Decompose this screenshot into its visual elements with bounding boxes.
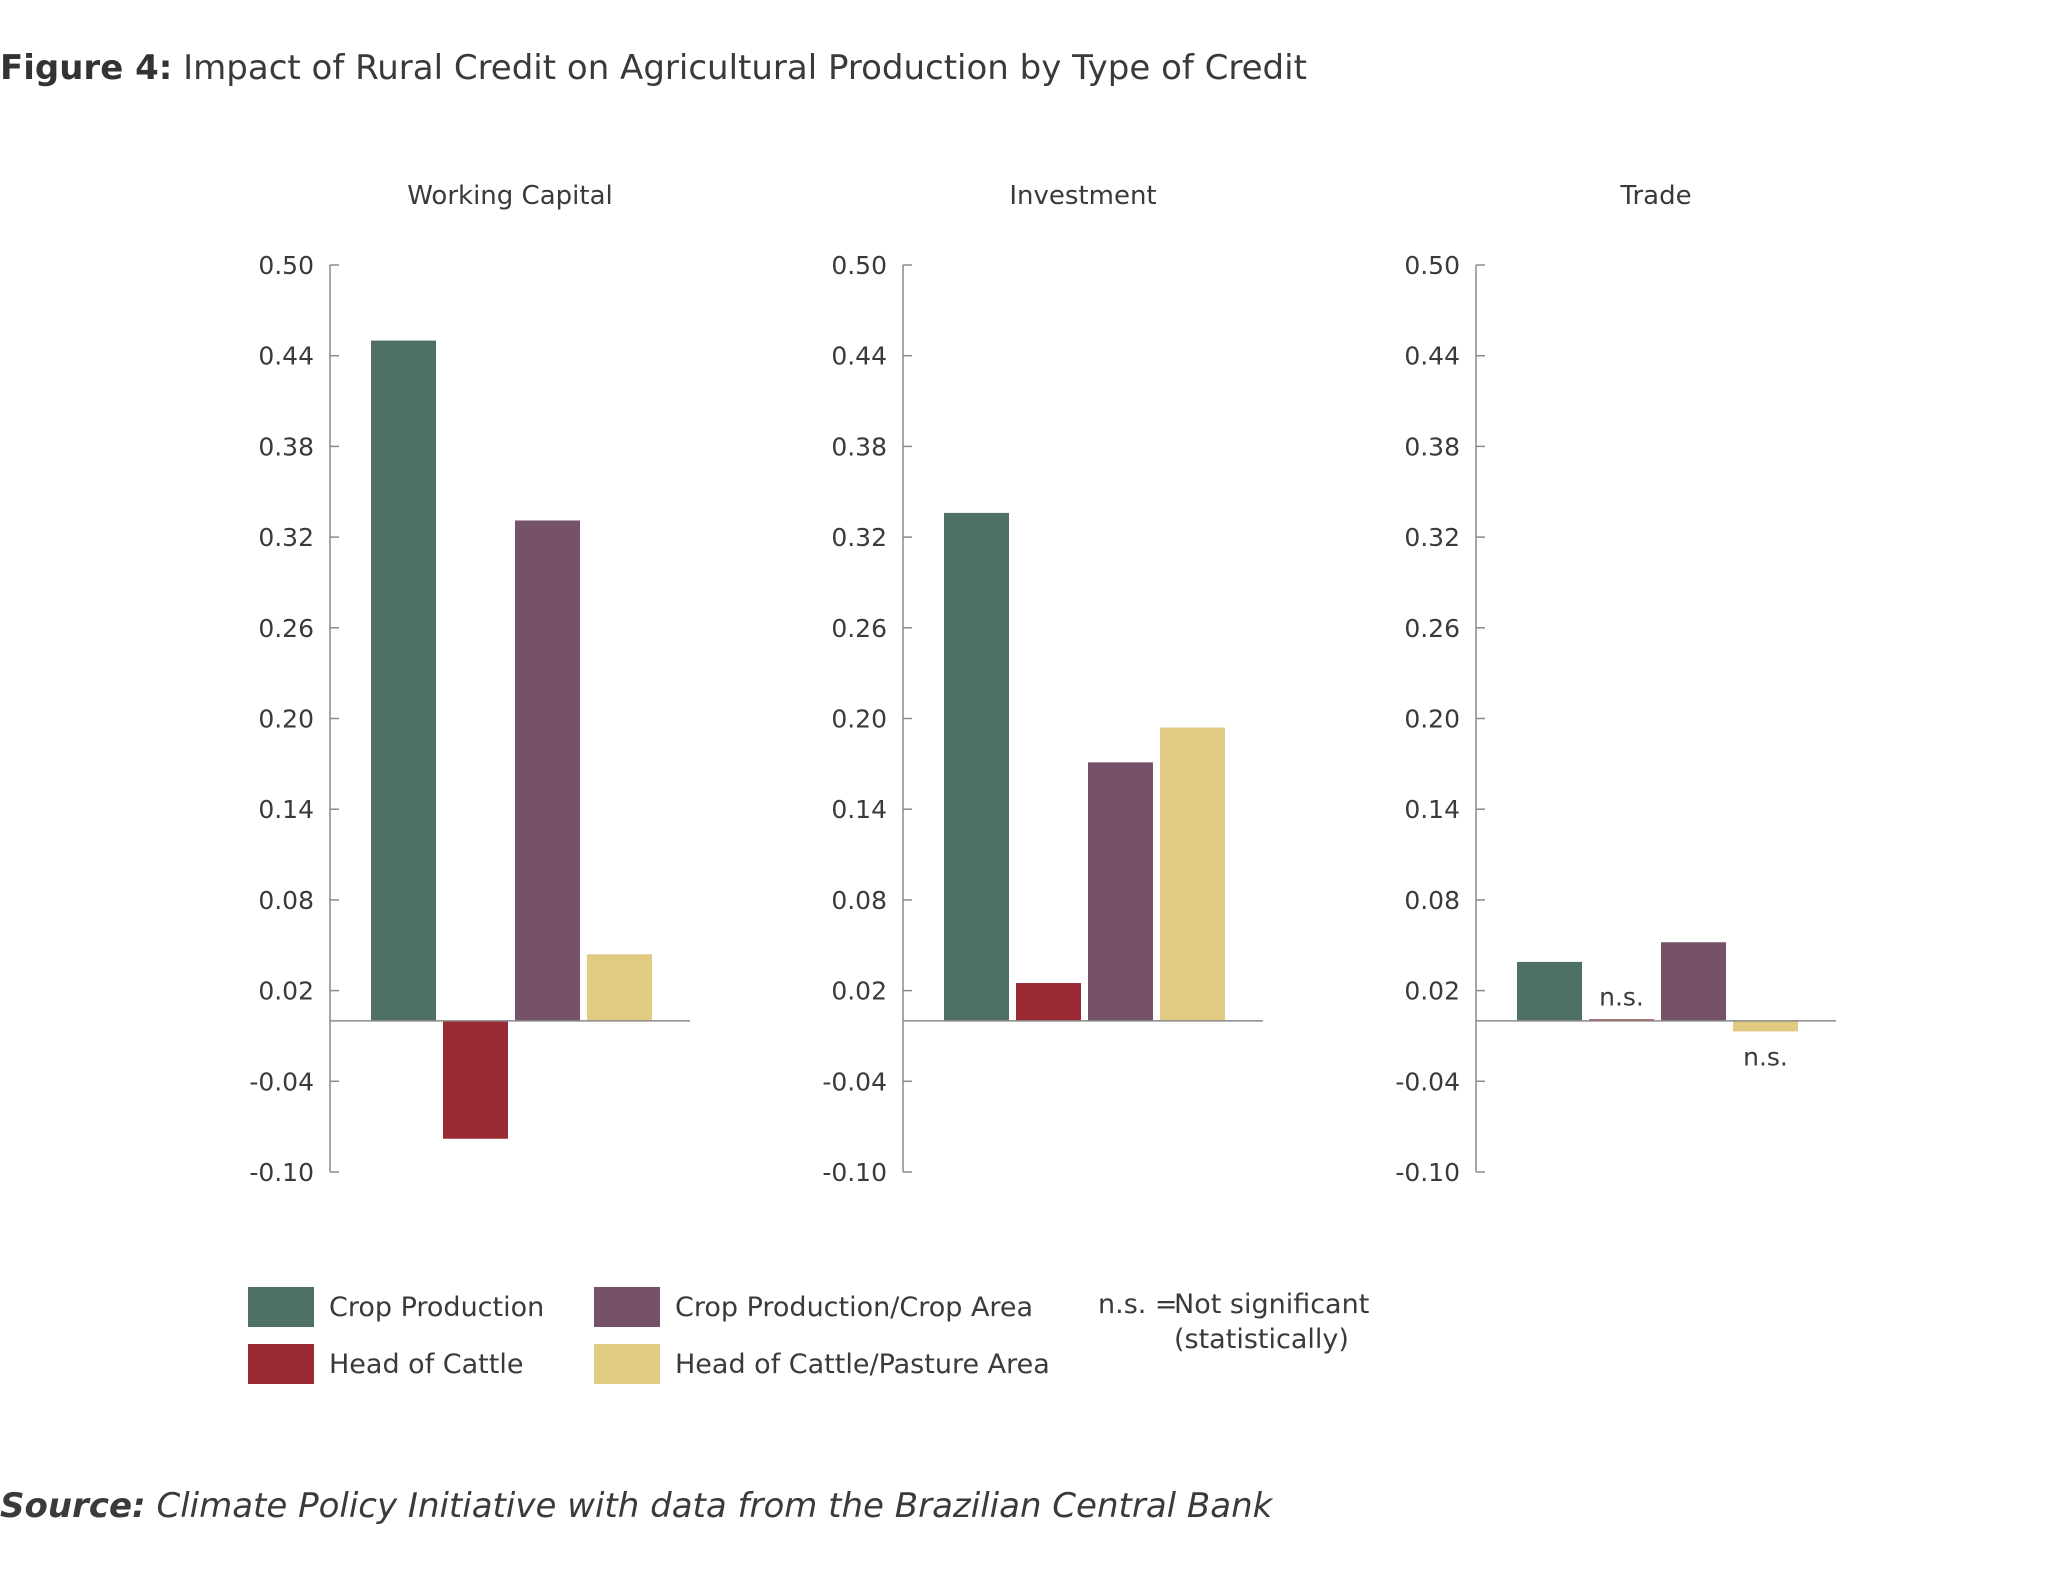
figure-title-label: Figure 4: (0, 48, 173, 88)
y-tick-label-trade-7: 0.08 (1404, 886, 1460, 915)
legend-swatch-head-of-cattle-pasture-area (594, 1344, 660, 1384)
y-tick-label-trade-3: 0.32 (1404, 523, 1460, 552)
bar-trade-head-of-cattle-pasture-area (1733, 1020, 1798, 1032)
legend-label-head-of-cattle: Head of Cattle (329, 1348, 524, 1380)
legend-item-crop-production-crop-area: Crop Production/Crop Area (594, 1287, 1033, 1327)
bar-investment-head-of-cattle (1016, 983, 1081, 1021)
bar-working-capital-head-of-cattle-pasture-area (587, 954, 652, 1021)
bar-working-capital-crop-production-crop-area (515, 520, 580, 1021)
source-text: Climate Policy Initiative with data from… (145, 1486, 1273, 1526)
y-tick-label-trade-10: -0.10 (1395, 1158, 1460, 1187)
legend-item-head-of-cattle-pasture-area: Head of Cattle/Pasture Area (594, 1344, 1050, 1384)
y-tick-label-trade-5: 0.20 (1404, 705, 1460, 734)
y-tick-label-working-capital-5: 0.20 (258, 705, 314, 734)
bar-investment-crop-production (944, 512, 1009, 1021)
annotation-trade-head-of-cattle-pasture-area: n.s. (1743, 1042, 1788, 1071)
panel-title-trade: Trade (1619, 181, 1691, 211)
panel-title-working-capital: Working Capital (407, 181, 612, 211)
legend-label-crop-production-crop-area: Crop Production/Crop Area (675, 1291, 1034, 1323)
legend-label-crop-production: Crop Production (329, 1291, 545, 1323)
y-tick-label-investment-5: 0.20 (831, 705, 887, 734)
y-tick-label-trade-2: 0.38 (1404, 432, 1460, 461)
y-tick-label-working-capital-3: 0.32 (258, 523, 314, 552)
y-tick-label-trade-9: -0.04 (1395, 1067, 1460, 1096)
y-tick-label-investment-1: 0.44 (831, 342, 887, 371)
y-tick-label-investment-3: 0.32 (831, 523, 887, 552)
y-tick-label-trade-4: 0.26 (1404, 614, 1460, 643)
y-tick-label-investment-4: 0.26 (831, 614, 887, 643)
y-tick-label-working-capital-10: -0.10 (249, 1158, 314, 1187)
y-tick-label-working-capital-0: 0.50 (258, 251, 314, 280)
source-note: Source: Climate Policy Initiative with d… (0, 1486, 1272, 1526)
ns-note-line1: Not significant (1174, 1289, 1370, 1320)
y-tick-label-working-capital-8: 0.02 (258, 977, 314, 1006)
legend-item-crop-production: Crop Production (248, 1287, 544, 1327)
legend-swatch-crop-production-crop-area (594, 1287, 660, 1327)
source-label: Source: (0, 1486, 146, 1526)
legend-label-head-of-cattle-pasture-area: Head of Cattle/Pasture Area (675, 1348, 1050, 1380)
bar-working-capital-crop-production (371, 340, 436, 1021)
y-tick-label-investment-0: 0.50 (831, 251, 887, 280)
y-tick-label-working-capital-6: 0.14 (258, 795, 314, 824)
y-tick-label-working-capital-9: -0.04 (249, 1067, 314, 1096)
y-tick-label-working-capital-2: 0.38 (258, 432, 314, 461)
legend-item-head-of-cattle: Head of Cattle (248, 1344, 523, 1384)
bar-trade-crop-production-crop-area (1661, 942, 1726, 1021)
y-tick-label-investment-8: 0.02 (831, 977, 887, 1006)
bar-investment-head-of-cattle-pasture-area (1160, 727, 1225, 1021)
panel-title-investment: Investment (1009, 181, 1156, 211)
y-tick-label-investment-7: 0.08 (831, 886, 887, 915)
legend-swatch-head-of-cattle (248, 1344, 314, 1384)
y-tick-label-trade-6: 0.14 (1404, 795, 1460, 824)
y-tick-label-trade-1: 0.44 (1404, 342, 1460, 371)
ns-note: n.s. =Not significant (statistically) (1098, 1287, 1369, 1357)
chart-legend: Crop Production Head of Cattle Crop Prod… (0, 1270, 2055, 1390)
y-tick-label-working-capital-1: 0.44 (258, 342, 314, 371)
y-tick-label-trade-0: 0.50 (1404, 251, 1460, 280)
bar-working-capital-head-of-cattle (443, 1020, 508, 1139)
y-tick-label-investment-10: -0.10 (822, 1158, 887, 1187)
bar-trade-crop-production (1517, 961, 1582, 1021)
ns-note-key: n.s. = (1098, 1289, 1178, 1320)
y-tick-label-working-capital-7: 0.08 (258, 886, 314, 915)
y-tick-label-investment-9: -0.04 (822, 1067, 887, 1096)
ns-note-line2: (statistically) (1174, 1324, 1349, 1355)
legend-swatch-crop-production (248, 1287, 314, 1327)
annotation-trade-head-of-cattle: n.s. (1599, 982, 1644, 1011)
bar-chart-panels: Working Capital 0.50 0.44 0.38 0.32 0.26 0.20 0… (249, 181, 1836, 1187)
y-tick-label-investment-2: 0.38 (831, 432, 887, 461)
figure-title: Figure 4: Impact of Rural Credit on Agri… (0, 48, 1307, 88)
figure-title-text: Impact of Rural Credit on Agricultural P… (172, 48, 1307, 88)
y-tick-label-working-capital-4: 0.26 (258, 614, 314, 643)
bar-investment-crop-production-crop-area (1088, 762, 1153, 1021)
y-tick-label-trade-8: 0.02 (1404, 977, 1460, 1006)
y-tick-label-investment-6: 0.14 (831, 795, 887, 824)
